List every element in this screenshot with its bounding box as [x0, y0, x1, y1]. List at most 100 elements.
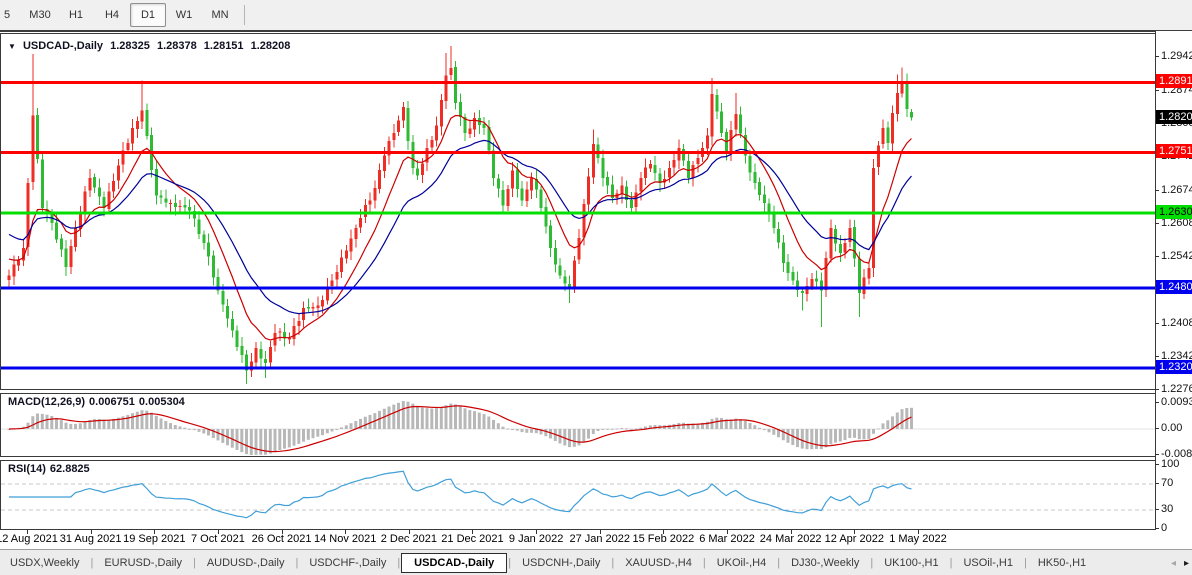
tab-scroll-right-icon[interactable]: ▸ [1183, 557, 1189, 569]
macd-axis-tick-label: 0.009345 [1161, 396, 1192, 408]
tab-xauusd-h4[interactable]: XAUUSD-,H4 [625, 556, 692, 569]
rsi-axis-tick-mark [1155, 528, 1159, 529]
time-axis[interactable]: 12 Aug 2021 31 Aug 2021 19 Sep 2021 7 Oct 2… [0, 530, 1192, 549]
price-level-badge: 1.28912 [1156, 74, 1192, 88]
time-axis-tick-mark [91, 530, 92, 534]
tab-separator: | [611, 556, 615, 569]
tab-ukoil-h4[interactable]: UKOil-,H4 [716, 556, 767, 569]
timeframe-button-h1[interactable]: H1 [68, 9, 84, 21]
macd-canvas[interactable] [1, 394, 1155, 456]
ohlc-close: 1.28208 [250, 40, 291, 52]
rsi-axis-tick-mark [1155, 509, 1159, 510]
tab-hk50-h1[interactable]: HK50-,H1 [1037, 556, 1087, 569]
time-axis-tick-mark [663, 530, 664, 534]
time-axis-tick-mark [854, 530, 855, 534]
time-axis-label: 7 Oct 2021 [190, 533, 245, 545]
time-axis-label: 1 May 2022 [889, 533, 947, 545]
time-axis-tick-mark [727, 530, 728, 534]
time-axis-label: 9 Jan 2022 [508, 533, 564, 545]
current-price-badge: 1.28208 [1156, 110, 1192, 124]
ohlc-open: 1.28325 [110, 40, 150, 52]
price-axis-tick-mark [1155, 356, 1159, 357]
toolbar-separator [244, 5, 245, 25]
tab-scroll-left-icon[interactable]: ◂ [1170, 557, 1176, 569]
price-axis-tick-mark [1155, 90, 1159, 91]
tab-separator: | [949, 556, 953, 569]
price-axis-tick-mark [1155, 256, 1159, 257]
timeframe-button-h4[interactable]: H4 [104, 9, 120, 21]
rsi-axis-tick-mark [1155, 483, 1159, 484]
rsi-axis-tick-label: 100 [1161, 458, 1180, 470]
rsi-label: RSI(14) 62.8825 [8, 463, 90, 475]
tab-usdcnh-daily[interactable]: USDCNH-,Daily [522, 556, 601, 569]
time-axis-tick-mark [918, 530, 919, 534]
time-axis-tick-mark [791, 530, 792, 534]
time-axis-label: 24 Mar 2022 [759, 533, 822, 545]
time-axis-label: 12 Apr 2022 [824, 533, 884, 545]
price-axis-tick-label: 1.26740 [1161, 184, 1192, 196]
time-axis-label: 26 Oct 2021 [251, 533, 312, 545]
rsi-canvas[interactable] [1, 461, 1155, 529]
ohlc-high: 1.28378 [156, 40, 197, 52]
tab-separator: | [295, 556, 299, 569]
tab-usdx-weekly[interactable]: USDX,Weekly [10, 556, 80, 569]
time-axis-label: 19 Sep 2021 [123, 533, 186, 545]
timeframe-button-w1[interactable]: W1 [175, 9, 193, 21]
price-level-badge: 1.23203 [1156, 360, 1192, 374]
time-axis-label: 21 Dec 2021 [441, 533, 504, 545]
tab-uk100-h1[interactable]: UK100-,H1 [884, 556, 939, 569]
price-axis-tick-mark [1155, 223, 1159, 224]
tab-usdcad-daily[interactable]: USDCAD-,Daily [401, 552, 508, 573]
symbol-label: USDCAD-,Daily [22, 40, 104, 52]
tab-separator: | [777, 556, 781, 569]
rsi-axis-tick-label: 30 [1161, 503, 1174, 515]
time-axis-tick-mark [536, 530, 537, 534]
time-axis-tick-mark [282, 530, 283, 534]
time-axis-label: 27 Jan 2022 [569, 533, 631, 545]
tab-separator: | [192, 556, 196, 569]
timeframe-button-mn[interactable]: MN [211, 9, 229, 21]
price-level-badge: 1.27515 [1156, 144, 1192, 158]
window-border [0, 30, 1192, 32]
price-chart-panel[interactable] [0, 33, 1156, 390]
tab-eurusd-daily[interactable]: EURUSD-,Daily [104, 556, 182, 569]
macd-axis-tick-label: 0.00 [1161, 422, 1183, 434]
time-axis-label: 14 Nov 2021 [313, 533, 377, 545]
chart-tab-bar: USDX,Weekly | EURUSD-,Daily | AUDUSD-,Daily |… [0, 549, 1192, 575]
tab-separator: | [1023, 556, 1027, 569]
price-axis-tick-mark [1155, 56, 1159, 57]
macd-axis-tick-mark [1155, 454, 1159, 455]
tab-audusd-daily[interactable]: AUDUSD-,Daily [206, 556, 285, 569]
macd-indicator-panel[interactable] [0, 393, 1156, 457]
macd-axis-tick-mark [1155, 428, 1159, 429]
timeframe-button-5[interactable]: 5 [4, 9, 11, 21]
price-chart-canvas[interactable] [1, 34, 1155, 389]
timeframe-button-d1[interactable]: D1 [130, 3, 166, 27]
time-axis-tick-mark [218, 530, 219, 534]
price-axis-tick-mark [1155, 389, 1159, 390]
macd-axis-tick-mark [1155, 402, 1159, 403]
time-axis-tick-mark [472, 530, 473, 534]
macd-axis-tick-label: -0.008902 [1161, 448, 1192, 460]
timeframe-toolbar: 5 M30 H1 H4 D1 W1 MN [0, 0, 1192, 30]
price-axis-tick-mark [1155, 323, 1159, 324]
price-level-badge: 1.26303 [1156, 205, 1192, 219]
tab-separator: | [702, 556, 706, 569]
tab-separator: | [870, 556, 874, 569]
time-axis-tick-mark [345, 530, 346, 534]
tab-usdchf-daily[interactable]: USDCHF-,Daily [309, 556, 387, 569]
rsi-axis-tick-label: 70 [1161, 477, 1174, 489]
time-axis-label: 2 Dec 2021 [380, 533, 437, 545]
timeframe-button-m30[interactable]: M30 [29, 9, 51, 21]
tab-dj30-weekly[interactable]: DJ30-,Weekly [791, 556, 860, 569]
rsi-axis-tick-mark [1155, 464, 1159, 465]
time-axis-tick-mark [600, 530, 601, 534]
collapse-triangle-icon[interactable]: ▼ [8, 42, 16, 51]
price-axis-tick-label: 1.25420 [1161, 250, 1192, 262]
tab-usoil-h1[interactable]: USOil-,H1 [963, 556, 1013, 569]
tab-separator: | [397, 556, 401, 569]
tab-separator: | [508, 556, 512, 569]
tab-scroll-arrows: ◂ ▸ [1171, 550, 1189, 575]
tab-separator: | [90, 556, 94, 569]
rsi-indicator-panel[interactable] [0, 460, 1156, 530]
